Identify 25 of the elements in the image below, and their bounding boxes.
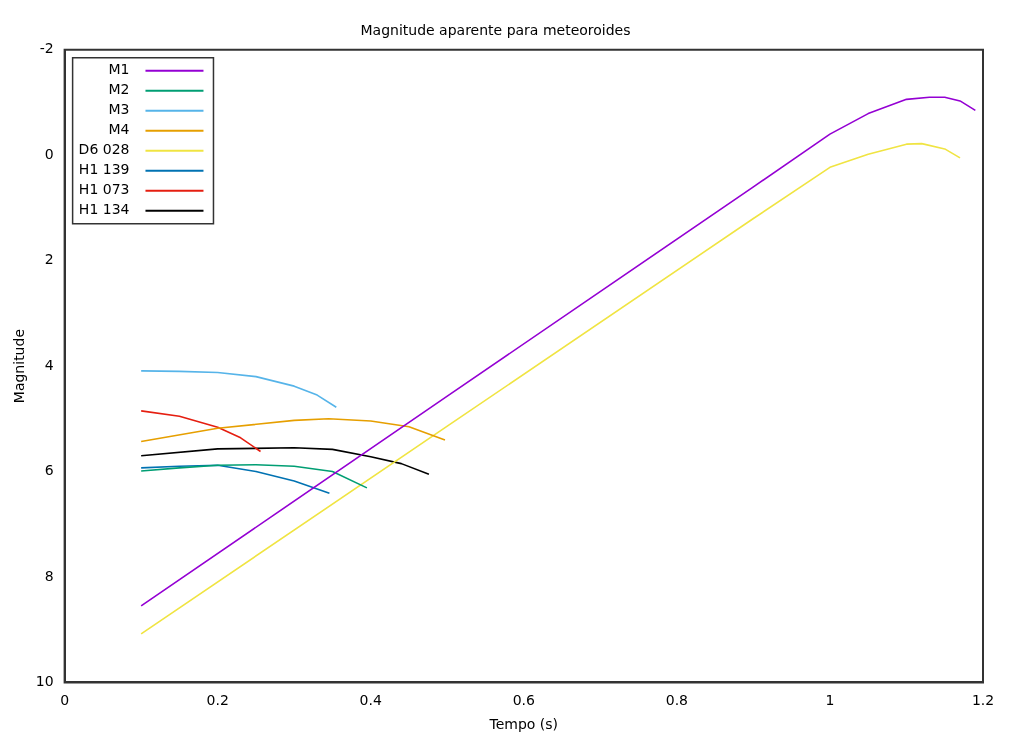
legend-label: H1 139 [78,161,130,178]
x-tick-label: 0.2 [206,692,229,709]
y-tick-label: -2 [39,40,54,57]
x-tick-label: 0.8 [665,692,688,709]
legend-label: M1 [108,61,130,78]
y-tick-label: 0 [44,145,54,162]
x-tick-label: 1.2 [971,692,995,709]
y-tick-label: 10 [35,673,54,690]
x-tick-label: 0.6 [512,692,536,709]
x-axis-title: Tempo (s) [488,716,559,733]
x-tick-label: 0 [60,692,70,709]
x-tick-label: 0.4 [359,692,382,709]
legend-label: D6 028 [78,141,130,158]
legend-label: H1 134 [78,201,130,218]
y-tick-label: 6 [44,462,54,479]
y-tick-label: 8 [44,567,54,584]
y-tick-label: 2 [44,251,54,268]
legend-label: M3 [108,101,130,118]
chart-title: Magnitude aparente para meteoroides [360,22,631,39]
legend-label: M2 [108,81,130,98]
legend-label: M4 [108,121,130,138]
y-tick-label: 4 [44,356,54,373]
legend-label: H1 073 [78,181,130,198]
y-axis-title: Magnitude [11,329,28,404]
x-tick-label: 1 [825,692,835,709]
